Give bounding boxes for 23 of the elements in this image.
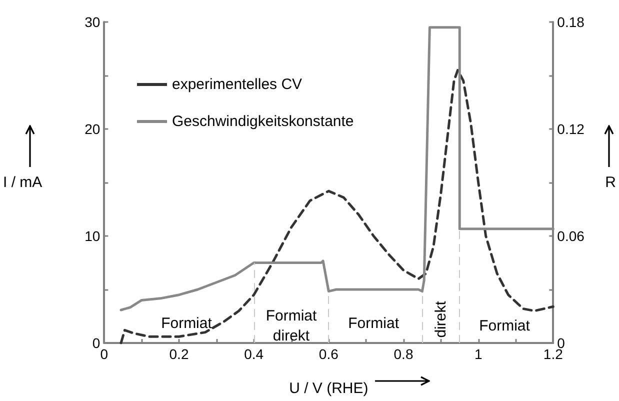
x-axis-title: U / V (RHE) [289,380,368,397]
legend-label: experimentelles CV [172,76,302,93]
y-tick-label: 30 [84,14,100,30]
annotation: Formiat [348,315,400,332]
y2-axis-title: R [605,174,616,191]
annotation: direkt [432,300,450,338]
legend-label: Geschwindigkeitskonstante [172,113,354,130]
y-tick-label: 0 [92,335,100,351]
x-tick-label: 0.4 [244,346,264,362]
line-series [120,68,554,344]
y-axis-title: I / mA [3,174,42,191]
x-tick-label: 0.6 [318,346,339,362]
x-tick-label: 0.8 [394,346,414,362]
annotation: Formiat [161,315,213,332]
x-tick-label: 0.2 [169,346,189,362]
x-tick-label: 1 [474,346,482,362]
y2-tick-label: 0.06 [557,228,585,244]
annotation: Formiat [479,317,531,334]
y-tick-label: 10 [84,228,100,244]
y2-tick-label: 0.18 [557,14,585,30]
y-tick-label: 20 [84,121,100,137]
annotation: Formiat direkt [266,307,318,344]
y2-tick-label: 0.12 [557,121,585,137]
